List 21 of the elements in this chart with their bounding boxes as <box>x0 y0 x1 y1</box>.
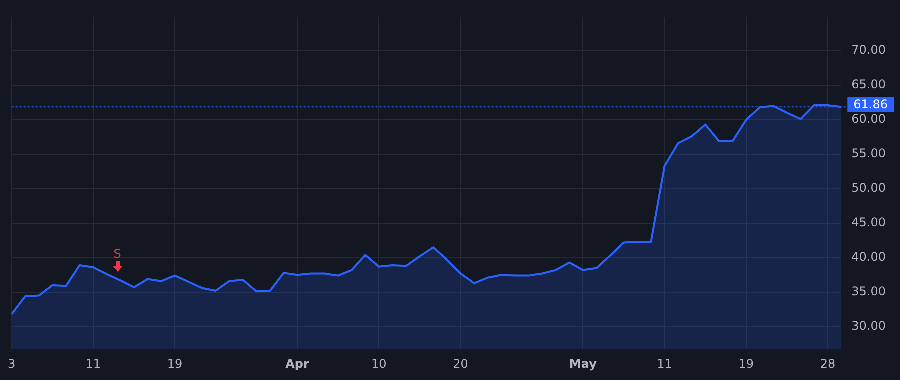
x-tick-label: Apr <box>286 356 310 371</box>
y-tick-label: 55.00 <box>852 146 886 161</box>
ref-line-label: 61.86 <box>854 97 888 112</box>
x-tick-label: 11 <box>86 356 102 371</box>
y-tick-label: 70.00 <box>852 43 886 58</box>
annotation: S <box>114 247 122 261</box>
x-tick-label: 3 <box>8 356 16 371</box>
y-tick-label: 30.00 <box>852 318 886 333</box>
y-tick-label: 50.00 <box>852 181 886 196</box>
y-tick-label: 40.00 <box>852 250 886 264</box>
x-tick-label: 19 <box>167 356 183 371</box>
y-tick-label: 35.00 <box>852 284 886 298</box>
x-tick-label: 19 <box>738 356 754 371</box>
y-tick-label: 60.00 <box>852 112 886 126</box>
x-tick-label: 11 <box>657 356 672 371</box>
x-tick-label: 28 <box>820 356 836 371</box>
x-tick-label: 20 <box>453 356 468 371</box>
x-tick-label: 10 <box>371 356 387 371</box>
y-tick-label: 45.00 <box>852 216 886 230</box>
y-tick-label: 65.00 <box>852 78 886 92</box>
x-tick-label: May <box>569 356 598 371</box>
